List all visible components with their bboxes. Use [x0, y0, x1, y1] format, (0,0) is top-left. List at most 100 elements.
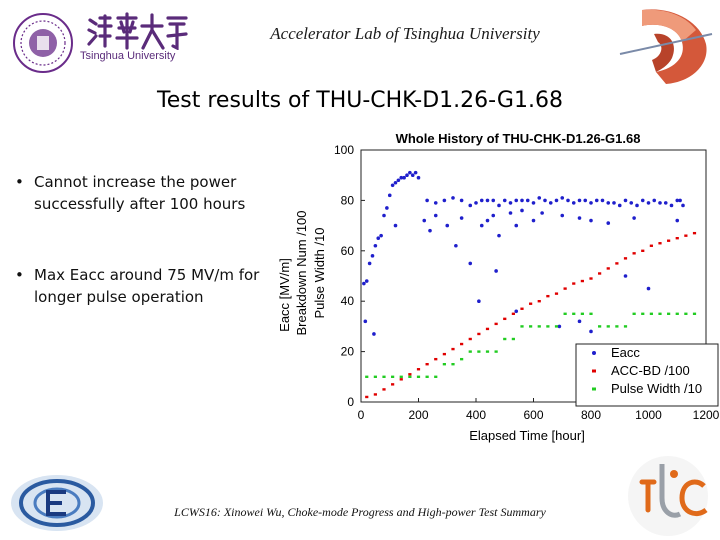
- legend-box: [575, 343, 719, 407]
- point-eacc: [681, 203, 685, 208]
- point-eacc: [382, 213, 386, 218]
- point-pulse-width: [468, 350, 472, 353]
- point-acc-bd: [598, 272, 602, 275]
- point-eacc: [583, 198, 588, 203]
- point-pulse-width: [434, 375, 438, 378]
- point-eacc: [554, 198, 559, 203]
- point-acc-bd: [529, 302, 533, 305]
- point-pulse-width: [399, 375, 403, 378]
- point-acc-bd: [485, 327, 490, 331]
- point-eacc: [577, 198, 582, 203]
- point-eacc: [589, 218, 593, 223]
- lab-logo-icon: [11, 475, 103, 531]
- point-eacc: [367, 261, 372, 266]
- legend-label-eacc: Eacc: [611, 345, 640, 360]
- point-pulse-width: [692, 312, 697, 315]
- point-eacc: [514, 223, 519, 228]
- point-acc-bd: [503, 317, 507, 321]
- point-eacc: [669, 203, 674, 208]
- x-tick-label: 800: [581, 408, 601, 422]
- y-tick-label: 20: [341, 345, 355, 359]
- point-eacc: [491, 213, 496, 218]
- point-eacc: [531, 201, 536, 205]
- point-eacc: [390, 183, 395, 188]
- point-eacc: [477, 299, 481, 303]
- point-pulse-width: [425, 375, 429, 378]
- point-eacc: [459, 216, 464, 220]
- point-eacc: [402, 175, 406, 180]
- y-axis-label-pulse: Pulse Width /10: [312, 227, 327, 318]
- point-pulse-width: [684, 312, 688, 315]
- point-eacc: [362, 281, 366, 286]
- point-pulse-width: [563, 312, 567, 315]
- point-pulse-width: [460, 357, 464, 361]
- chart-legend: Eacc ACC-BD /100 Pulse Width /10: [575, 343, 719, 407]
- point-eacc: [594, 198, 599, 203]
- point-pulse-width: [494, 350, 498, 353]
- point-eacc: [425, 198, 429, 203]
- point-acc-bd: [546, 294, 550, 298]
- point-eacc: [393, 223, 398, 228]
- point-pulse-width: [546, 325, 550, 328]
- point-pulse-width: [615, 325, 619, 328]
- point-acc-bd: [520, 307, 524, 310]
- point-eacc: [520, 198, 524, 203]
- point-pulse-width: [667, 312, 671, 315]
- y-tick-label: 100: [334, 143, 354, 157]
- x-tick-label: 200: [408, 408, 428, 422]
- point-eacc: [675, 198, 680, 203]
- point-eacc: [445, 223, 450, 228]
- point-acc-bd: [667, 239, 671, 242]
- point-acc-bd: [572, 282, 576, 285]
- bullet-item: • Cannot increase the power successfully …: [15, 171, 285, 215]
- x-tick-label: 400: [466, 408, 486, 422]
- x-tick-label: 1000: [635, 408, 662, 422]
- point-eacc: [663, 201, 668, 205]
- point-eacc: [396, 178, 401, 183]
- y-axis-labels: Eacc [MV/m] Breakdown Num /100 Pulse Wid…: [277, 210, 327, 335]
- point-acc-bd: [477, 332, 481, 336]
- point-eacc: [379, 233, 383, 238]
- point-eacc: [479, 198, 484, 203]
- y-axis-label-breakdown: Breakdown Num /100: [294, 210, 309, 335]
- point-pulse-width: [554, 325, 559, 328]
- point-pulse-width: [598, 325, 602, 328]
- legend-marker-eacc: [592, 351, 596, 355]
- point-eacc: [606, 221, 611, 225]
- point-eacc: [514, 198, 519, 203]
- point-acc-bd: [580, 279, 584, 283]
- point-eacc: [454, 243, 458, 248]
- point-pulse-width: [529, 325, 533, 328]
- point-eacc: [373, 243, 378, 248]
- point-eacc: [479, 223, 484, 228]
- legend-label-pulse-width: Pulse Width /10: [611, 381, 702, 396]
- point-pulse-width: [365, 375, 369, 378]
- header-title: Accelerator Lab of Tsinghua University: [270, 24, 540, 43]
- point-eacc: [364, 279, 369, 283]
- point-eacc: [422, 218, 427, 223]
- point-eacc: [525, 198, 530, 203]
- point-eacc: [363, 319, 368, 324]
- point-pulse-width: [623, 325, 628, 328]
- point-pulse-width: [658, 312, 662, 315]
- point-eacc: [675, 218, 680, 223]
- point-acc-bd: [623, 257, 628, 260]
- point-pulse-width: [580, 312, 584, 315]
- legend-label-acc-bd: ACC-BD /100: [611, 363, 690, 378]
- point-eacc: [372, 332, 376, 336]
- point-acc-bd: [632, 252, 636, 255]
- bullet-text: Cannot increase the power successfully a…: [34, 173, 246, 213]
- slide-title: Test results of THU-CHK-D1.26-G1.68: [157, 88, 563, 113]
- point-acc-bd: [460, 342, 464, 346]
- point-pulse-width: [451, 363, 455, 366]
- point-acc-bd: [434, 357, 438, 361]
- point-pulse-width: [572, 312, 576, 315]
- history-chart: Whole History of THU-CHK-D1.26-G1.68 Eac…: [277, 131, 720, 443]
- point-eacc: [494, 269, 498, 273]
- point-pulse-width: [589, 312, 593, 315]
- point-eacc: [531, 218, 536, 223]
- point-eacc: [491, 198, 496, 203]
- point-eacc: [577, 216, 582, 220]
- point-eacc: [376, 236, 381, 240]
- point-pulse-width: [391, 375, 395, 378]
